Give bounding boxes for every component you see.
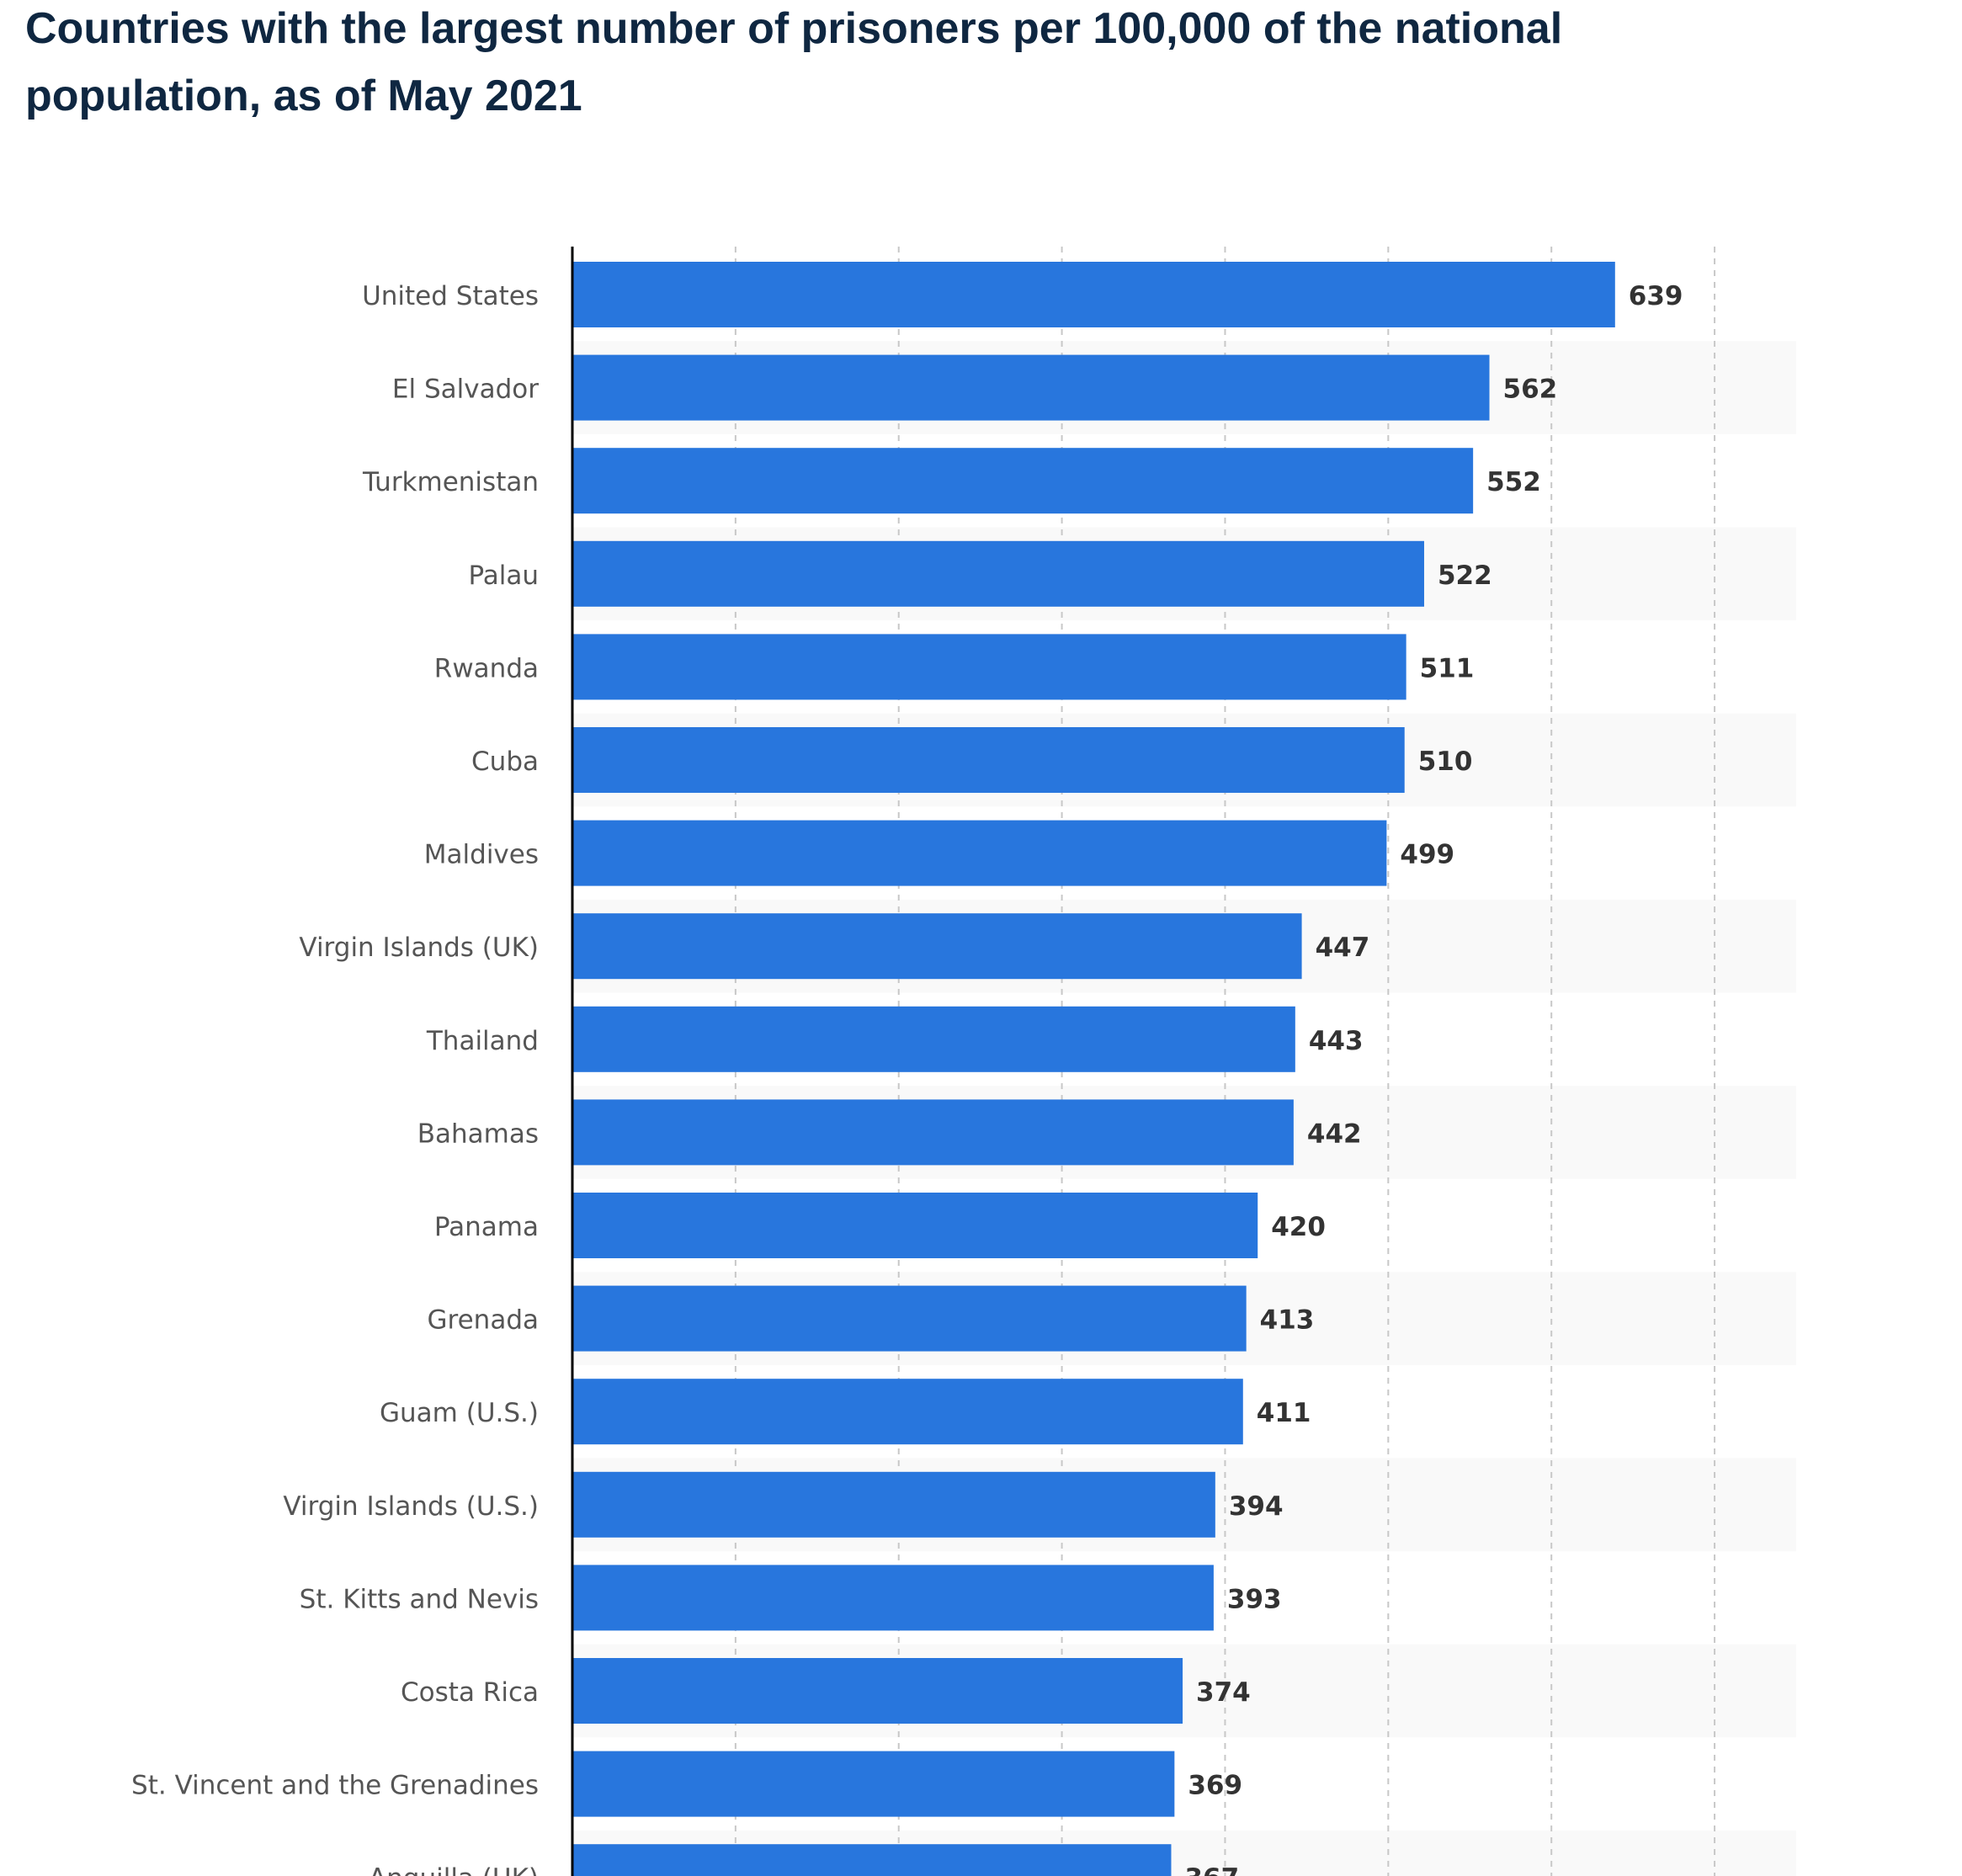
value-label: 443 bbox=[1309, 1026, 1364, 1056]
category-label: Costa Rica bbox=[401, 1677, 539, 1708]
value-label: 369 bbox=[1188, 1771, 1242, 1801]
value-label: 562 bbox=[1503, 375, 1558, 405]
value-label: 499 bbox=[1400, 840, 1454, 870]
value-label: 447 bbox=[1316, 933, 1370, 963]
bar bbox=[572, 1565, 1214, 1631]
value-label: 511 bbox=[1420, 653, 1475, 683]
bar bbox=[572, 1285, 1247, 1352]
bar bbox=[572, 1471, 1215, 1538]
value-label: 367 bbox=[1184, 1863, 1239, 1876]
bar bbox=[572, 820, 1387, 886]
category-label: Grenada bbox=[428, 1305, 539, 1336]
category-label: St. Kitts and Nevis bbox=[300, 1584, 539, 1614]
value-label: 442 bbox=[1307, 1119, 1362, 1149]
category-label: Thailand bbox=[426, 1026, 539, 1056]
category-label: United States bbox=[362, 281, 539, 311]
value-label: 639 bbox=[1629, 281, 1683, 311]
value-label: 393 bbox=[1227, 1584, 1282, 1614]
category-label: Rwanda bbox=[434, 653, 539, 683]
value-label: 420 bbox=[1271, 1212, 1326, 1242]
value-label: 413 bbox=[1260, 1305, 1315, 1336]
bar bbox=[572, 1844, 1172, 1876]
bar bbox=[572, 1751, 1175, 1817]
value-label: 510 bbox=[1418, 747, 1473, 777]
bar bbox=[572, 354, 1490, 421]
bar bbox=[572, 1379, 1243, 1445]
category-label: Bahamas bbox=[417, 1119, 539, 1149]
bar bbox=[572, 1193, 1258, 1258]
value-label: 374 bbox=[1196, 1677, 1251, 1708]
chart-title: Countries with the largest number of pri… bbox=[25, 4, 1563, 120]
value-label: 522 bbox=[1438, 561, 1492, 591]
bar bbox=[572, 1658, 1183, 1724]
category-label: Virgin Islands (U.S.) bbox=[283, 1491, 539, 1522]
category-label: Guam (U.S.) bbox=[380, 1398, 539, 1428]
category-label: Maldives bbox=[424, 840, 539, 870]
category-label: Palau bbox=[468, 561, 539, 591]
value-label: 411 bbox=[1257, 1398, 1311, 1428]
bar bbox=[572, 262, 1615, 327]
category-label: Anguilla (UK) bbox=[369, 1863, 539, 1876]
bar bbox=[572, 634, 1406, 700]
category-label: Virgin Islands (UK) bbox=[299, 933, 539, 963]
bar bbox=[572, 913, 1302, 980]
bar bbox=[572, 727, 1405, 793]
value-label: 394 bbox=[1229, 1491, 1284, 1522]
bar bbox=[572, 1006, 1295, 1072]
category-label: El Salvador bbox=[392, 375, 539, 405]
value-label: 552 bbox=[1486, 467, 1541, 497]
bar bbox=[572, 1099, 1294, 1166]
category-label: Cuba bbox=[471, 747, 539, 777]
bar bbox=[572, 540, 1424, 607]
category-label: Panama bbox=[434, 1212, 539, 1242]
category-label: Turkmenistan bbox=[362, 467, 539, 497]
category-label: St. Vincent and the Grenadines bbox=[131, 1771, 539, 1801]
bar bbox=[572, 448, 1474, 514]
